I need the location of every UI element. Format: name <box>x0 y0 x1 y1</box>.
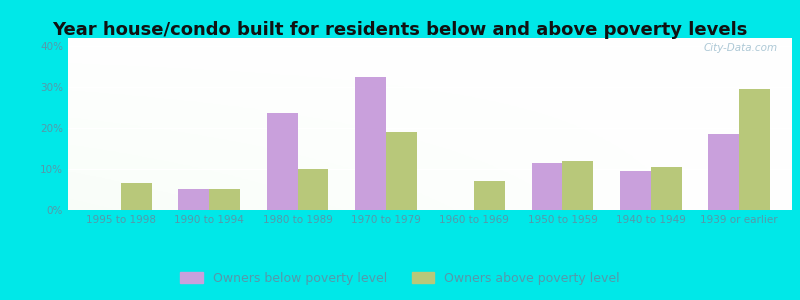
Bar <box>620 171 650 210</box>
Text: Year house/condo built for residents below and above poverty levels: Year house/condo built for residents bel… <box>52 21 748 39</box>
Bar <box>739 89 770 210</box>
Bar <box>562 161 594 210</box>
Bar <box>355 76 386 210</box>
Bar <box>474 181 505 210</box>
Legend: Owners below poverty level, Owners above poverty level: Owners below poverty level, Owners above… <box>180 272 620 285</box>
Bar <box>708 134 739 210</box>
Bar <box>178 190 210 210</box>
Text: City-Data.com: City-Data.com <box>703 43 778 53</box>
Bar <box>531 163 562 210</box>
Bar <box>266 113 298 210</box>
Bar <box>121 183 152 210</box>
Bar <box>210 190 240 210</box>
Bar <box>298 169 329 210</box>
Bar <box>386 132 417 210</box>
Bar <box>650 167 682 210</box>
